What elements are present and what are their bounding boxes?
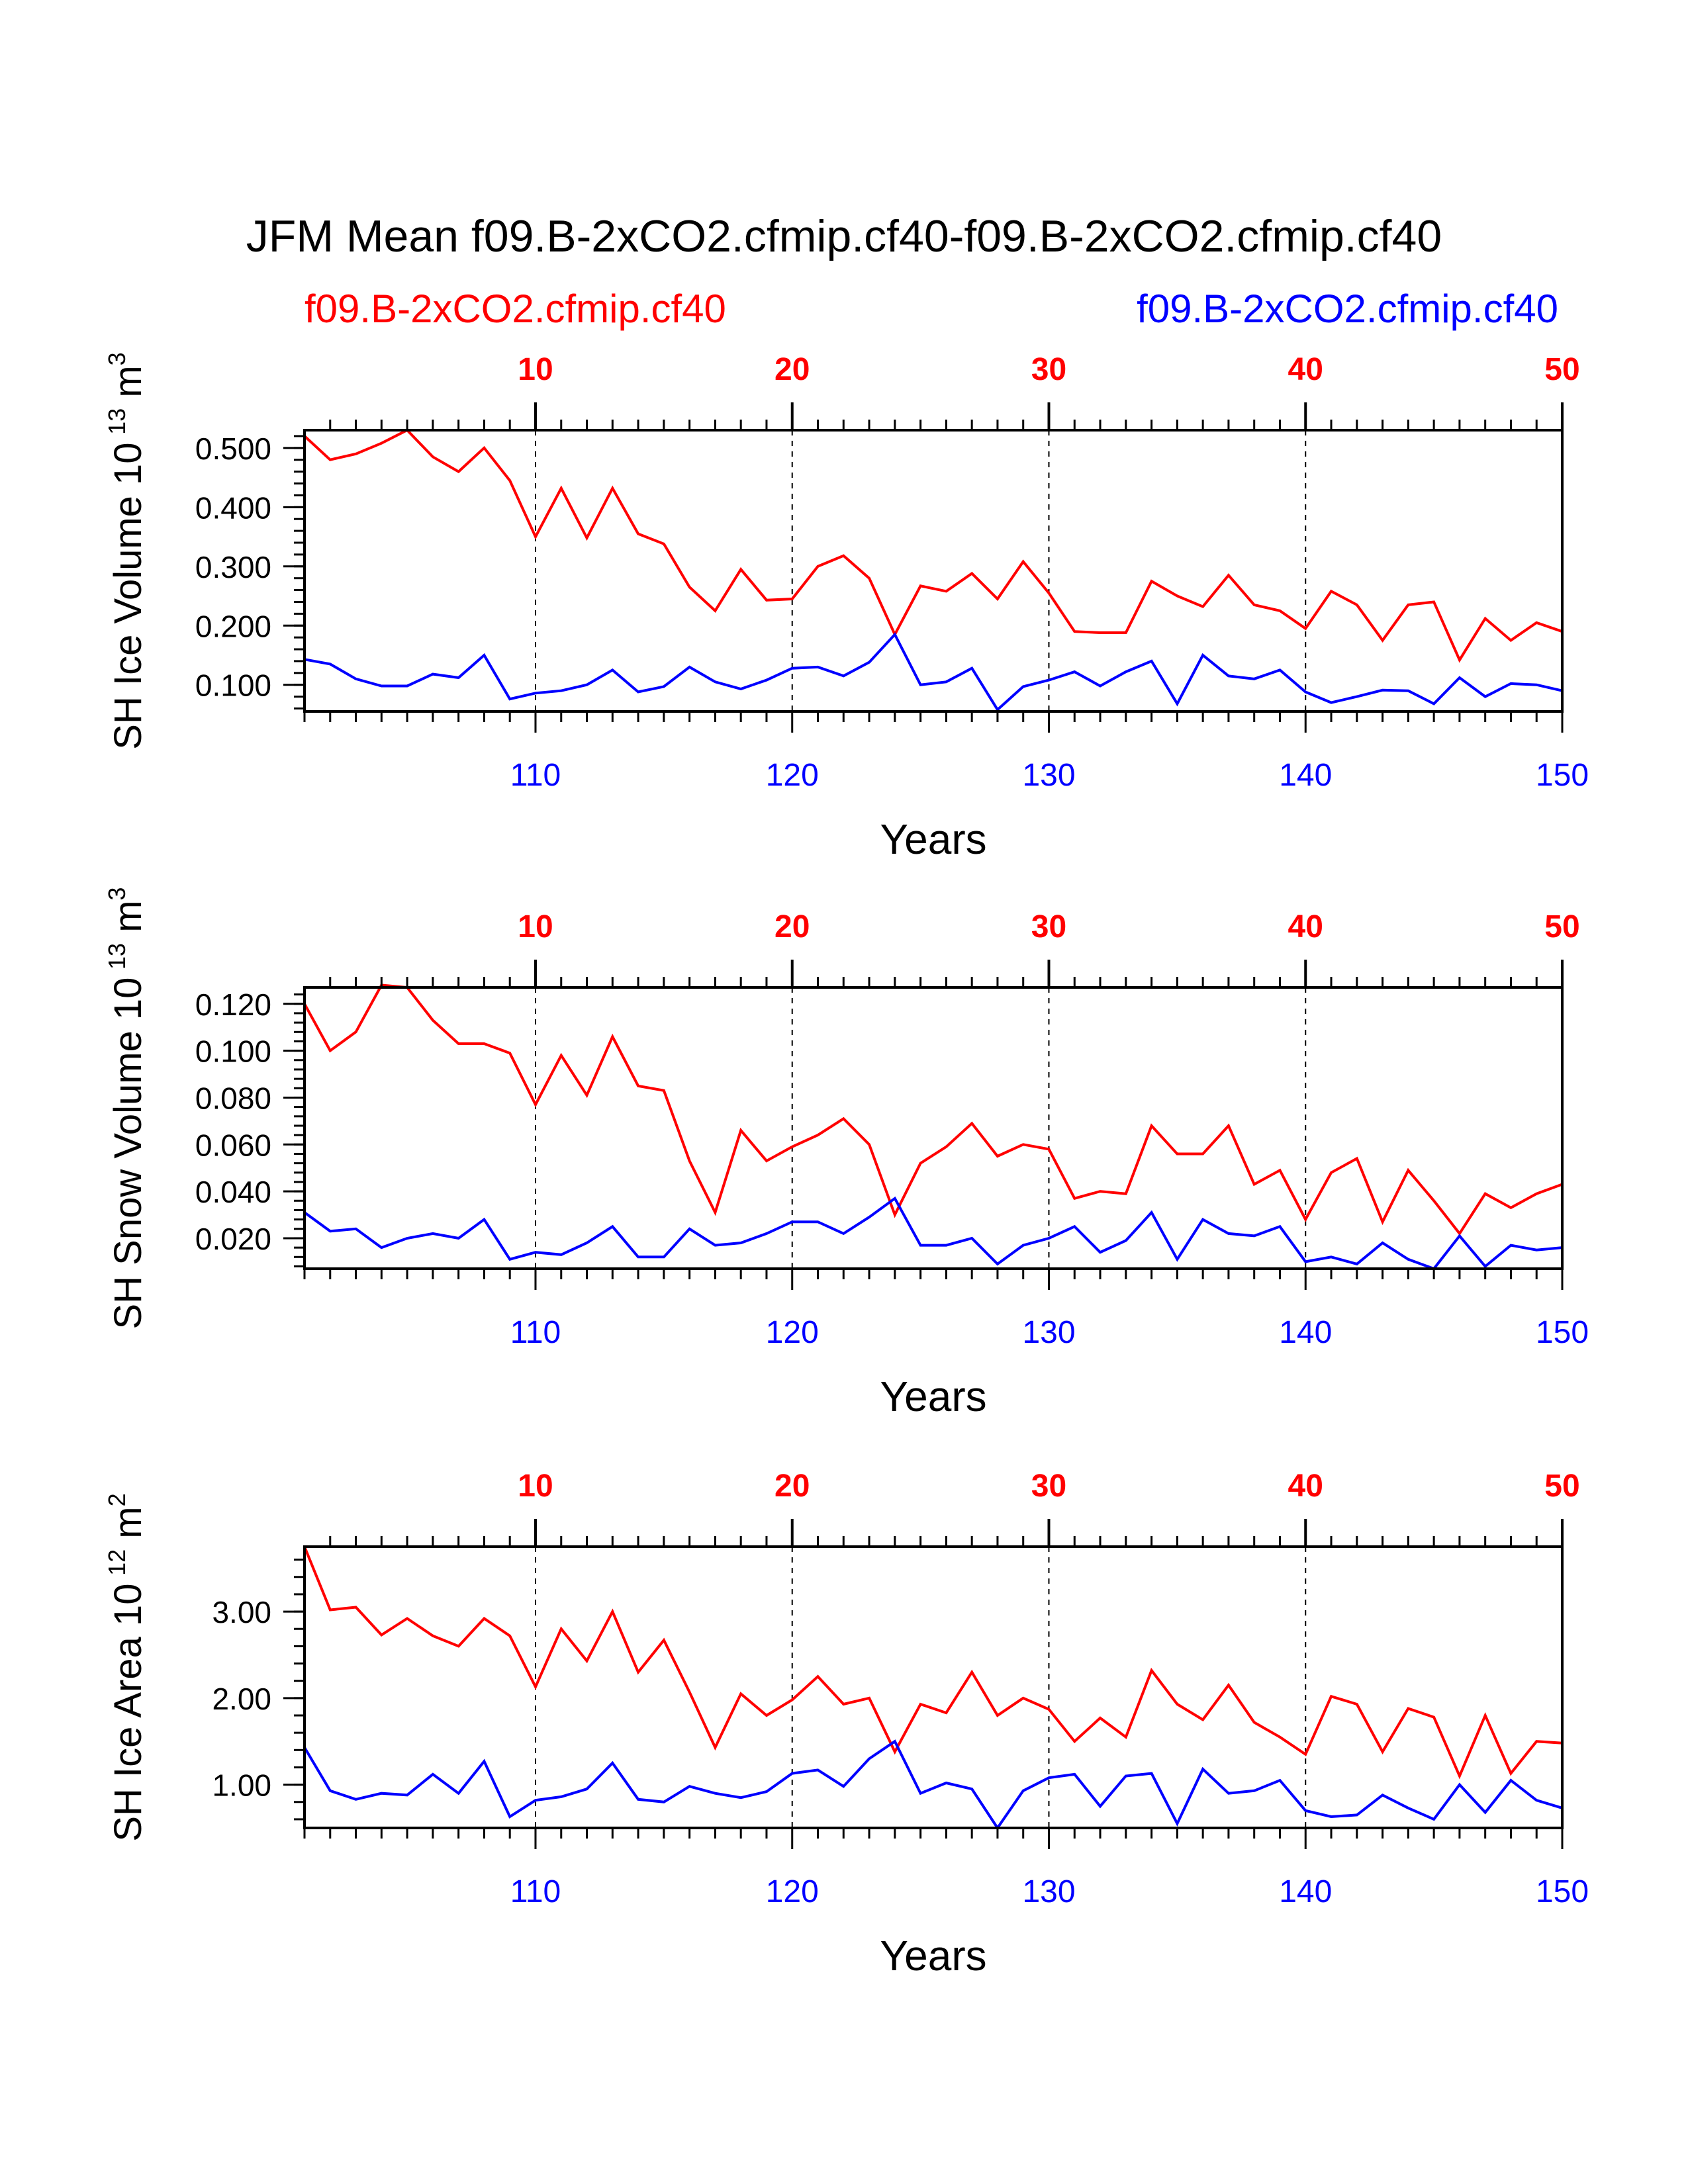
x-tick-label-top: 30 [1031, 1469, 1066, 1504]
x-tick-label-bottom: 130 [1022, 1874, 1075, 1909]
y-tick-label: 0.100 [195, 668, 271, 703]
y-tick-label: 0.040 [195, 1175, 271, 1209]
plot-frame [303, 1545, 1564, 1829]
x-tick-label-bottom: 140 [1279, 758, 1332, 793]
x-tick-label-top: 10 [518, 909, 553, 944]
plot-frame [303, 986, 1564, 1270]
x-tick-label-top: 50 [1544, 909, 1579, 944]
x-tick-label-bottom: 110 [510, 1874, 561, 1909]
y-tick-label: 0.200 [195, 609, 271, 643]
x-tick-label-bottom: 150 [1536, 1874, 1589, 1909]
panel-2: 110 120 130 140 150 10 20 30 40 50 0.020 0.040 0.060… [103, 887, 1589, 1420]
x-tick-label-top: 30 [1031, 352, 1066, 387]
y-tick-label: 0.100 [195, 1034, 271, 1069]
y-tick-label: 0.500 [195, 432, 271, 466]
y-tick-label: 1.00 [212, 1768, 271, 1803]
x-tick-label-top: 10 [518, 352, 553, 387]
series-line-case2 [303, 1739, 1563, 1831]
x-tick-label-top: 50 [1544, 1469, 1579, 1504]
panel-3: 110 120 130 140 150 10 20 30 40 50 1.00 2.00 3.00 Yea… [103, 1469, 1589, 1979]
y-tick-label: 0.020 [195, 1222, 271, 1256]
legend-case1-label: f09.B-2xCO2.cfmip.cf40 [305, 287, 726, 331]
legend-case2-label: f09.B-2xCO2.cfmip.cf40 [1137, 287, 1558, 331]
y-axis-title: SH Ice Area 10 12 m2 [103, 1493, 150, 1841]
x-tick-label-bottom: 150 [1536, 1315, 1589, 1350]
y-tick-label: 0.080 [195, 1081, 271, 1115]
x-axis-title: Years [880, 1373, 986, 1420]
y-tick-label: 0.400 [195, 490, 271, 525]
x-tick-label-bottom: 130 [1022, 758, 1075, 793]
x-tick-label-bottom: 140 [1279, 1315, 1332, 1350]
x-tick-label-top: 30 [1031, 909, 1066, 944]
series-line-case1 [303, 983, 1563, 1236]
x-tick-label-top: 40 [1288, 352, 1323, 387]
x-axis-title: Years [880, 815, 986, 863]
y-tick-label: 0.300 [195, 550, 271, 584]
x-tick-label-bottom: 140 [1279, 1874, 1332, 1909]
x-tick-label-bottom: 120 [766, 758, 819, 793]
x-tick-label-top: 50 [1544, 352, 1579, 387]
x-tick-label-bottom: 120 [766, 1874, 819, 1909]
x-tick-label-top: 20 [774, 909, 810, 944]
x-tick-label-top: 20 [774, 352, 810, 387]
series-line-case2 [303, 1196, 1563, 1271]
y-tick-label: 2.00 [212, 1682, 271, 1716]
page-title: JFM Mean f09.B-2xCO2.cfmip.cf40-f09.B-2x… [246, 211, 1442, 261]
y-axis-title: SH Ice Volume 10 13 m3 [103, 352, 150, 749]
x-tick-label-top: 10 [518, 1469, 553, 1504]
x-axis-title: Years [880, 1932, 986, 1979]
x-tick-label-bottom: 110 [510, 1315, 561, 1350]
y-tick-label: 3.00 [212, 1595, 271, 1629]
y-tick-label: 0.120 [195, 987, 271, 1022]
x-tick-label-bottom: 120 [766, 1315, 819, 1350]
series-line-case2 [304, 632, 1563, 712]
x-tick-label-bottom: 150 [1536, 758, 1589, 793]
panel-1: 110 120 130 140 150 10 20 30 40 50 0.100 0.200 0.300… [103, 352, 1589, 863]
x-tick-label-bottom: 130 [1022, 1315, 1075, 1350]
x-tick-label-top: 40 [1288, 1469, 1323, 1504]
x-tick-label-top: 40 [1288, 909, 1323, 944]
y-tick-label: 0.060 [195, 1128, 271, 1162]
x-tick-label-top: 20 [774, 1469, 810, 1504]
y-axis-title: SH Snow Volume 10 13 m3 [103, 887, 150, 1329]
x-tick-label-bottom: 110 [510, 758, 561, 793]
series-line-case1 [303, 1546, 1563, 1780]
series-line-case1 [303, 428, 1563, 663]
plot-frame [303, 429, 1564, 713]
